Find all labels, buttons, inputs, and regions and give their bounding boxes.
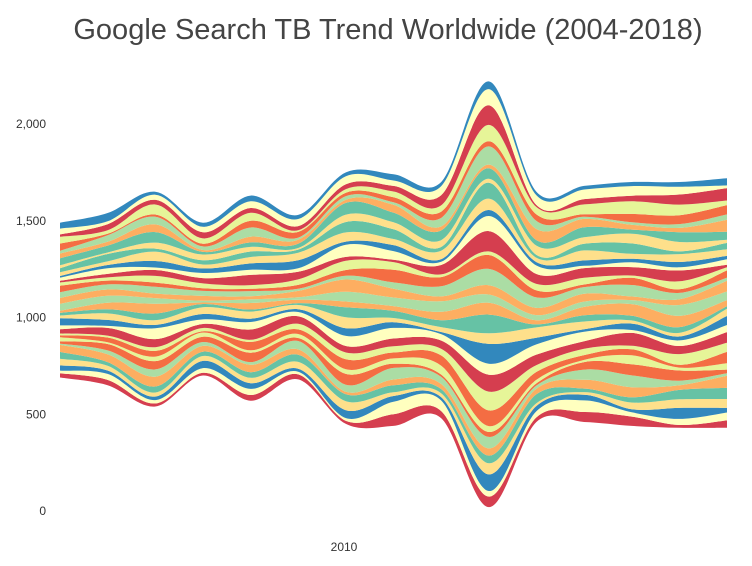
stream-layer	[60, 254, 727, 298]
stream-layer	[60, 164, 727, 259]
x-tick-label: 2010	[331, 540, 358, 554]
y-tick-label: 1,500	[16, 214, 46, 228]
stream-layer	[60, 279, 727, 316]
stream-layer	[60, 231, 727, 286]
chart-title: Google Search TB Trend Worldwide (2004-2…	[73, 14, 703, 46]
stream-layer	[60, 299, 727, 328]
stream-layer	[60, 367, 727, 497]
stream-layer	[60, 291, 727, 321]
stream-layer	[60, 178, 727, 269]
stream-layer	[60, 146, 727, 254]
stream-layer	[60, 303, 727, 334]
y-tick-label: 2,000	[16, 117, 46, 131]
y-axis: 0 500 1,000 1,500 2,000	[16, 117, 46, 518]
y-tick-label: 500	[26, 407, 46, 421]
stream-layer	[60, 168, 727, 266]
y-tick-label: 0	[39, 504, 46, 518]
stream-layer	[60, 124, 727, 244]
stream-layer	[60, 304, 727, 345]
stream-layer	[60, 268, 727, 309]
x-axis: 2010	[331, 540, 358, 554]
y-tick-label: 1,000	[16, 311, 46, 325]
stream-layers	[60, 81, 727, 508]
